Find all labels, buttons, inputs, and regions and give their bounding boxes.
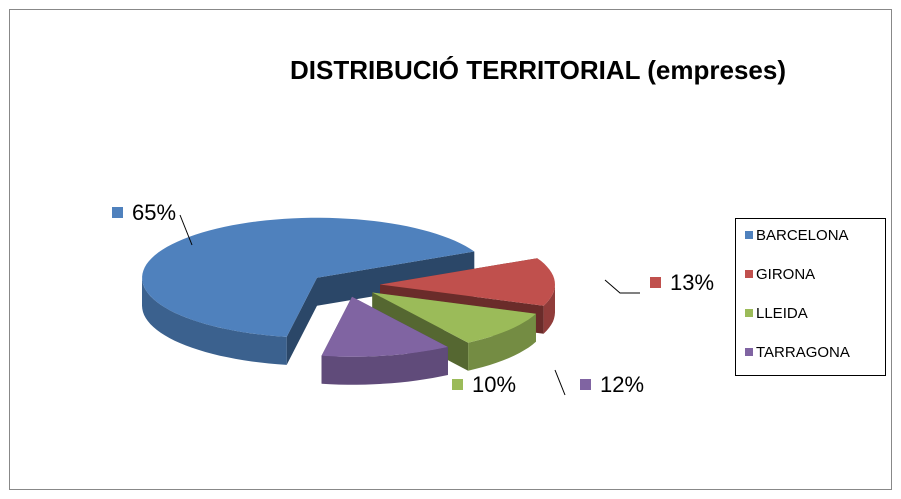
data-label: 65% (132, 200, 176, 225)
slice-group (321, 296, 448, 385)
legend-label: BARCELONA (756, 227, 849, 244)
leader-line (604, 279, 640, 294)
label-swatch (650, 277, 661, 288)
slice-side (543, 284, 555, 334)
legend-swatch (745, 270, 753, 278)
legend-label: TARRAGONA (756, 344, 850, 361)
data-label: 13% (670, 270, 714, 295)
chart-title: DISTRIBUCIÓ TERRITORIAL (empreses) (290, 55, 786, 85)
slice (321, 296, 448, 357)
slice (142, 217, 475, 337)
legend (735, 218, 886, 376)
slice-side (142, 277, 287, 365)
slice (372, 292, 536, 343)
data-label: 12% (600, 372, 644, 397)
slice (380, 258, 555, 306)
legend-swatch (745, 231, 753, 239)
leader-line (179, 214, 193, 246)
slice-group (142, 217, 475, 365)
slice-side (321, 347, 448, 385)
slice-wall (317, 251, 475, 306)
slice-group (372, 292, 536, 371)
leader-line (554, 369, 566, 396)
label-swatch (452, 379, 463, 390)
slice-side (468, 313, 536, 371)
label-swatch (580, 379, 591, 390)
legend-label: LLEIDA (756, 305, 808, 322)
legend-swatch (745, 348, 753, 356)
label-swatch (112, 207, 123, 218)
legend-swatch (745, 309, 753, 317)
slice-wall (286, 277, 317, 365)
legend-label: GIRONA (756, 266, 815, 283)
data-label: 10% (472, 372, 516, 397)
